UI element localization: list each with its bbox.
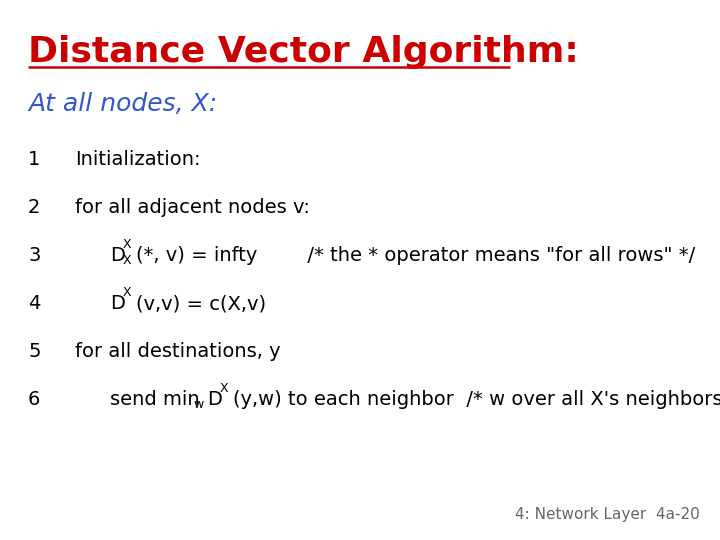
Text: At all nodes, X:: At all nodes, X: [28, 92, 217, 116]
Text: (*, v) = infty        /* the * operator means "for all rows" */: (*, v) = infty /* the * operator means "… [136, 246, 696, 265]
Text: (v,v) = c(X,v): (v,v) = c(X,v) [136, 294, 266, 313]
Text: (y,w) to each neighbor  /* w over all X's neighbors */: (y,w) to each neighbor /* w over all X's… [233, 390, 720, 409]
Text: 6: 6 [28, 390, 40, 409]
Text: 2: 2 [28, 198, 40, 217]
Text: D: D [207, 390, 222, 409]
Text: Initialization:: Initialization: [75, 150, 200, 169]
Text: 1: 1 [28, 150, 40, 169]
Text: 4: 4 [28, 294, 40, 313]
Text: w: w [193, 398, 203, 411]
Text: for all adjacent nodes v:: for all adjacent nodes v: [75, 198, 310, 217]
Text: 4: Network Layer  4a-20: 4: Network Layer 4a-20 [516, 507, 700, 522]
Text: X: X [123, 254, 132, 267]
Text: D: D [110, 246, 125, 265]
Text: 5: 5 [28, 342, 40, 361]
Text: X: X [123, 286, 132, 299]
Text: 3: 3 [28, 246, 40, 265]
Text: for all destinations, y: for all destinations, y [75, 342, 281, 361]
Text: send min: send min [110, 390, 199, 409]
Text: X: X [220, 382, 229, 395]
Text: D: D [110, 294, 125, 313]
Text: X: X [123, 238, 132, 251]
Text: Distance Vector Algorithm:: Distance Vector Algorithm: [28, 35, 579, 69]
